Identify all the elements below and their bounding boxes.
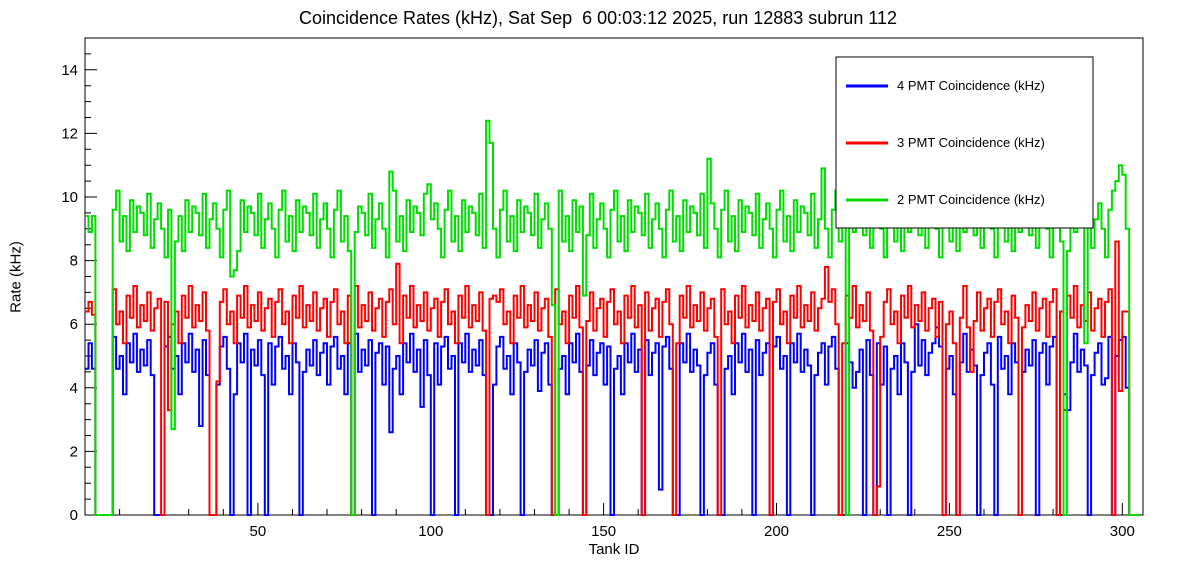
legend: 4 PMT Coincidence (kHz) 3 PMT Coincidenc…	[835, 56, 1094, 229]
series-3pmt-line	[85, 240, 1140, 516]
x-axis-title: Tank ID	[588, 541, 640, 558]
legend-label-2pmt: 2 PMT Coincidence (kHz)	[897, 192, 1045, 207]
x-tick-label: 300	[1110, 523, 1135, 540]
tick-labels: 50 100 150 200 250 300 0 2 4 6 8 10 12 14	[61, 62, 1135, 540]
y-tick-label: 14	[61, 62, 78, 79]
legend-label-4pmt: 4 PMT Coincidence (kHz)	[897, 78, 1045, 93]
y-tick-label: 0	[70, 507, 78, 524]
series-4pmt-line	[85, 323, 1140, 516]
y-tick-label: 6	[70, 316, 78, 333]
y-tick-label: 10	[61, 189, 78, 206]
chart-title: Coincidence Rates (kHz), Sat Sep 6 00:03…	[298, 8, 898, 28]
y-tick-label: 12	[61, 125, 78, 142]
y-tick-label: 4	[70, 380, 78, 397]
y-tick-label: 2	[70, 443, 78, 460]
x-tick-label: 150	[591, 523, 616, 540]
x-tick-label: 50	[250, 523, 267, 540]
y-tick-label: 8	[70, 253, 78, 270]
x-tick-label: 200	[764, 523, 789, 540]
legend-label-3pmt: 3 PMT Coincidence (kHz)	[897, 135, 1045, 150]
x-tick-label: 100	[418, 523, 443, 540]
x-tick-label: 250	[937, 523, 962, 540]
